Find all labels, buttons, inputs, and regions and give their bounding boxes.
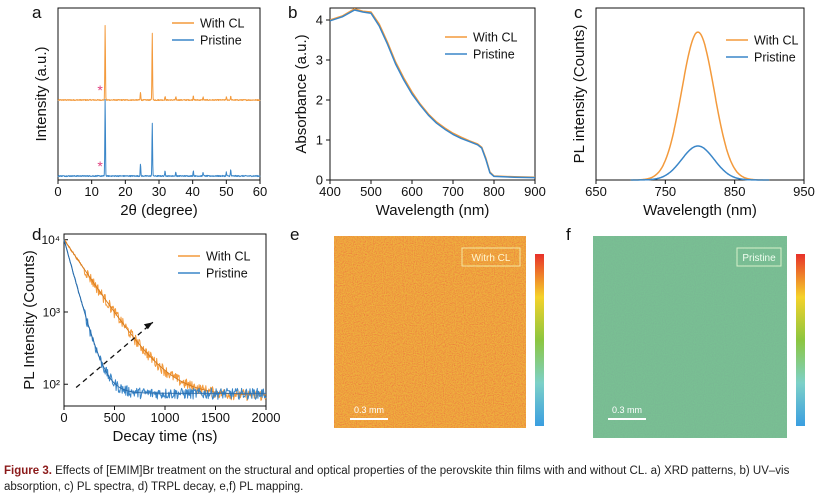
panel-letter-d: d <box>32 225 41 244</box>
y-tick-label: 3 <box>316 53 323 68</box>
pl-map-e-label: Witrh CL <box>472 253 511 264</box>
chart-trpl: 0 500 1000 1500 2000 Decay time (ns) PL Intens… <box>21 233 280 445</box>
legend-entry: With CL <box>473 31 518 45</box>
legend-entry: Pristine <box>473 48 515 62</box>
annotation-star: * <box>97 158 103 174</box>
x-tick-label: 500 <box>360 184 382 199</box>
pl-map-f-label-box <box>736 247 782 267</box>
x-tick-label: 2000 <box>252 410 281 425</box>
x-tick-label: 60 <box>253 184 267 199</box>
x-tick-label: 0 <box>60 410 67 425</box>
series-line-with-cl <box>57 25 261 102</box>
figure-caption: Figure 3. Effects of [EMIM]Br treatment … <box>4 463 834 495</box>
panel-letter-e: e <box>290 225 299 244</box>
pl-map-e-label-box <box>461 247 521 267</box>
y-axis-label: PL Intensity (Counts) <box>21 250 38 390</box>
legend-entry: With CL <box>206 250 251 264</box>
panel-letter-b: b <box>288 3 297 22</box>
panel-letter-a: a <box>32 3 42 22</box>
pl-map-f-label: Pristine <box>742 253 776 264</box>
panel-letter-c: c <box>574 3 583 22</box>
x-tick-label: 750 <box>654 184 676 199</box>
trend-arrowhead <box>143 322 153 330</box>
x-tick-label: 0 <box>54 184 61 199</box>
pl-map-with-cl: Witrh CL 0.3 mm <box>334 236 544 428</box>
legend-entry: Pristine <box>206 267 248 281</box>
x-tick-label: 30 <box>152 184 166 199</box>
x-tick-label: 50 <box>219 184 233 199</box>
pl-map-f-colorbar <box>796 254 805 426</box>
x-tick-label: 1500 <box>201 410 230 425</box>
y-axis-label: Absorbance (a.u.) <box>293 34 310 153</box>
y-tick-label: 4 <box>316 13 323 28</box>
legend-entry: Pristine <box>754 51 796 65</box>
series-line-pristine <box>63 240 267 400</box>
y-tick-label: 10³ <box>43 305 60 319</box>
x-tick-label: 800 <box>483 184 505 199</box>
x-tick-label: 40 <box>185 184 199 199</box>
legend-entry: With CL <box>754 34 799 48</box>
y-tick-label: 2 <box>316 93 323 108</box>
x-tick-label: 400 <box>319 184 341 199</box>
y-tick-label: 10² <box>43 378 60 392</box>
series-line-with-cl <box>63 239 267 401</box>
pl-map-f-scalebar-label: 0.3 mm <box>612 405 642 415</box>
x-tick-label: 10 <box>84 184 98 199</box>
x-tick-label: 1000 <box>151 410 180 425</box>
plot-frame <box>329 7 536 181</box>
x-tick-label: 950 <box>793 184 815 199</box>
trend-arrow <box>75 321 154 389</box>
annotation-star: * <box>97 82 103 98</box>
caption-text: Effects of [EMIM]Br treatment on the str… <box>4 465 790 493</box>
chart-absorption: 400 500 600 700 800 900 Wavelength (nm) Absorba… <box>293 7 546 219</box>
x-tick-label: 500 <box>104 410 126 425</box>
chart-xrd: 0 10 20 30 40 50 60 2θ (degree) Intensity (a.u.)… <box>33 7 267 219</box>
x-axis-label: 2θ (degree) <box>120 202 198 219</box>
x-axis-label: Wavelength (nm) <box>376 202 490 219</box>
pl-map-e-scalebar-label: 0.3 mm <box>354 405 384 415</box>
y-axis-label: PL intensity (Counts) <box>571 25 588 164</box>
y-tick-label: 0 <box>316 173 323 188</box>
x-tick-label: 700 <box>442 184 464 199</box>
y-tick-label: 10⁴ <box>41 233 60 247</box>
caption-label: Figure 3. <box>4 465 52 477</box>
panel-letter-f: f <box>566 225 571 244</box>
series-line-pristine <box>329 9 536 179</box>
legend-entry: Pristine <box>200 34 242 48</box>
x-tick-label: 850 <box>724 184 746 199</box>
x-axis-label: Decay time (ns) <box>112 428 217 445</box>
pl-map-e-colorbar <box>535 254 544 426</box>
legend-entry: With CL <box>200 17 245 31</box>
pl-map-e-noise <box>334 236 526 428</box>
pl-map-pristine: Pristine 0.3 mm <box>593 236 805 438</box>
chart-pl-spectra: 650 750 850 950 Wavelength (nm) PL intensity … <box>571 7 815 219</box>
x-axis-label: Wavelength (nm) <box>643 202 757 219</box>
y-tick-label: 1 <box>316 133 323 148</box>
series-line-with-cl <box>630 31 770 181</box>
y-axis-label: Intensity (a.u.) <box>33 46 50 141</box>
plot-frame <box>595 7 805 181</box>
x-tick-label: 20 <box>118 184 132 199</box>
x-tick-label: 650 <box>585 184 607 199</box>
fit-line-with-cl <box>63 239 266 396</box>
fit-line-pristine <box>63 239 266 394</box>
pl-map-f-noise <box>593 236 787 438</box>
series-line-pristine <box>630 145 770 181</box>
x-tick-label: 600 <box>401 184 423 199</box>
series-line-pristine <box>57 99 261 178</box>
x-tick-label: 900 <box>524 184 546 199</box>
